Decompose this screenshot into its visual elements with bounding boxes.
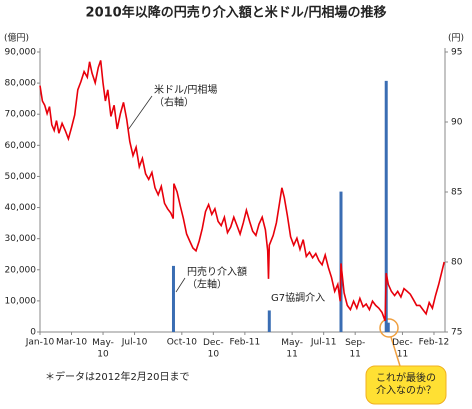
annotation: G7協調介入 (271, 291, 325, 304)
x-tick-label: May-10 (92, 338, 114, 359)
x-tick-label: Jul-10 (121, 338, 148, 348)
y-axis-label: (億円) (4, 32, 29, 44)
y2-tick-label: 80 (451, 258, 463, 268)
x-tick-label: Dec-10 (203, 338, 224, 359)
y2-tick-label: 95 (451, 48, 462, 58)
bar (171, 265, 175, 332)
chart-title: 2010年以降の円売り介入額と米ドル/円相場の推移 (86, 5, 387, 21)
x-tick-label: Feb-12 (419, 338, 450, 348)
x-tick-label: May-11 (281, 338, 303, 359)
annotation: これが最後の介入なのか？ (376, 371, 436, 397)
y2-tick-label: 85 (451, 188, 462, 198)
x-tick-label: Jan-10 (25, 338, 55, 348)
annotation: 円売り介入額（左軸） (187, 265, 247, 291)
annotation: 米ドル/円相場（右軸） (154, 83, 217, 109)
callout (365, 365, 447, 405)
x-tick-label: Feb-11 (230, 338, 261, 348)
annotation: ＊データは2012年2月20日まで (45, 370, 190, 383)
y2-tick-label: 75 (451, 328, 462, 338)
line (39, 60, 445, 322)
y-tick-label: 20,000 (5, 265, 37, 275)
y-tick-label: 40,000 (5, 203, 37, 213)
y-tick-label: 60,000 (5, 141, 37, 151)
leader (390, 336, 401, 367)
y2-axis-label: (円) (448, 33, 464, 44)
x-tick-label: Dec-11 (392, 338, 413, 359)
highlight-circle (379, 318, 399, 338)
bar (339, 191, 343, 332)
bar (384, 80, 388, 332)
leader (175, 277, 186, 293)
y2-tick-label: 90 (451, 118, 463, 128)
x-tick-label: Jul-11 (310, 338, 337, 348)
y-tick-label: 80,000 (5, 79, 37, 89)
y-tick-label: 0 (30, 328, 36, 338)
bar (267, 310, 271, 332)
leader (127, 95, 153, 131)
x-tick-label: Sep-11 (345, 338, 365, 359)
y-tick-label: 70,000 (5, 110, 37, 120)
y-tick-label: 50,000 (5, 172, 37, 182)
x-tick-label: Oct-10 (167, 338, 198, 348)
y-tick-label: 30,000 (5, 234, 37, 244)
x-tick-label: Mar-10 (56, 338, 87, 348)
y-tick-label: 90,000 (5, 48, 37, 58)
y-tick-label: 10,000 (5, 296, 37, 306)
bar (386, 322, 390, 332)
